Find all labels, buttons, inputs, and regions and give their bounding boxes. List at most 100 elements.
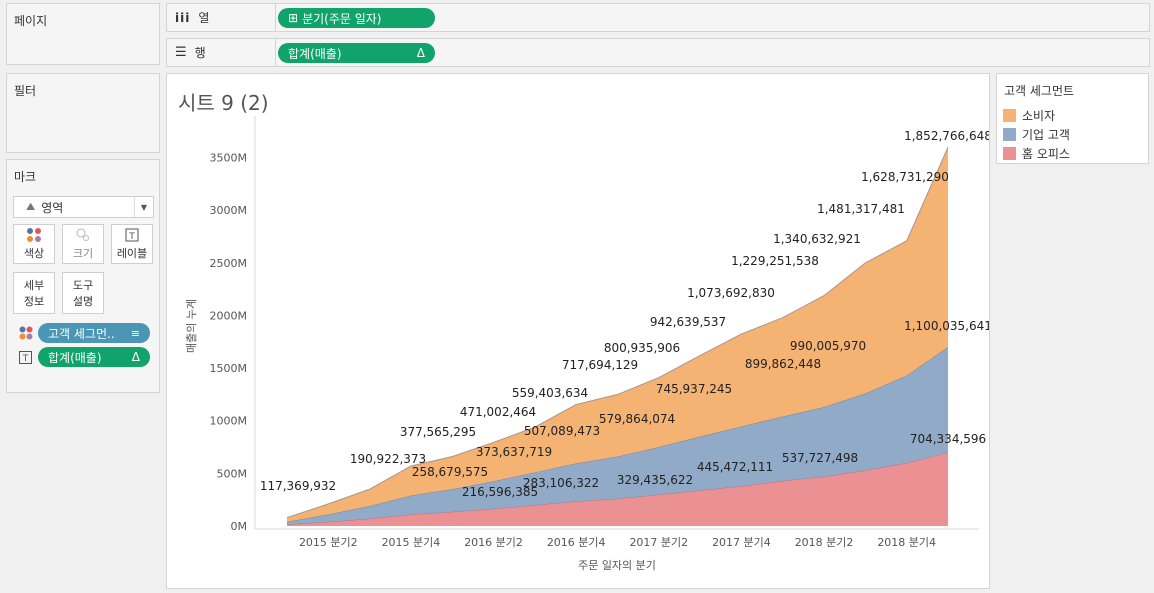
data-label: 1,340,632,921	[773, 232, 861, 246]
filters-label: 필터	[14, 84, 37, 98]
data-label: 329,435,622	[617, 473, 693, 487]
y-tick-label: 2500M	[210, 257, 248, 270]
data-label: 559,403,634	[512, 386, 588, 400]
area-chart[interactable]: 0M 500M 1000M 1500M 2000M 2500M 3000M 3500M 2015…	[167, 74, 989, 588]
data-label: 283,106,322	[523, 476, 599, 490]
x-tick-label: 2018 분기2	[795, 536, 854, 549]
color-button-label: 색상	[23, 247, 45, 260]
data-label: 537,727,498	[782, 451, 858, 465]
x-tick-label: 2018 분기4	[877, 536, 936, 549]
data-label: 745,937,245	[656, 382, 732, 396]
label-icon: T	[125, 227, 139, 243]
color-icon	[26, 227, 42, 243]
dropdown-arrow-icon: ▼	[134, 197, 153, 217]
x-tick-label: 2017 분기4	[712, 536, 771, 549]
legend-swatch	[1003, 128, 1016, 141]
detail-button-label-2: 정보	[23, 295, 45, 308]
data-label: 1,100,035,641	[904, 319, 989, 333]
svg-text:T: T	[128, 232, 135, 242]
marks-panel: 마크 ⛰ 영역 ▼ 색상 크기 T 레이블 세부 정보 도구 설명 고객 세그먼…	[6, 159, 160, 393]
data-label: 579,864,074	[599, 412, 675, 426]
y-tick-label: 2000M	[210, 309, 248, 322]
legend-panel: 고객 세그먼트 소비자 기업 고객 홈 오피스	[996, 73, 1149, 164]
sales-field-label: 합계(매출)	[48, 350, 102, 365]
data-label: 471,002,464	[460, 405, 536, 419]
data-label: 717,694,129	[562, 358, 638, 372]
size-button-label: 크기	[72, 247, 94, 260]
rows-pill[interactable]: 합계(매출) Δ	[278, 43, 435, 63]
y-tick-label: 1000M	[210, 415, 248, 428]
data-label: 1,229,251,538	[731, 254, 819, 268]
data-label: 990,005,970	[790, 339, 866, 353]
delta-icon: Δ	[416, 46, 425, 60]
y-tick-label: 500M	[217, 467, 248, 480]
sales-field-pill[interactable]: 합계(매출) Δ	[38, 347, 150, 367]
detail-button-label-1: 세부	[23, 279, 45, 292]
y-tick-label: 3500M	[210, 152, 248, 165]
size-button[interactable]: 크기	[62, 224, 104, 264]
legend-item-label: 기업 고객	[1022, 128, 1070, 142]
tooltip-button-label-2: 설명	[72, 295, 94, 308]
columns-pill[interactable]: ⊞ 분기(주문 일자)	[278, 8, 435, 28]
segment-field-pill[interactable]: 고객 세그먼.. ≡	[38, 323, 150, 343]
columns-icon: iii	[175, 10, 191, 25]
data-label: 1,852,766,648	[904, 129, 989, 143]
legend-item-label: 홈 오피스	[1022, 147, 1070, 161]
y-axis-title: 매출의 누계	[185, 299, 198, 353]
detail-button[interactable]: 세부 정보	[13, 272, 55, 314]
x-tick-label: 2015 분기4	[382, 536, 441, 549]
legend-item[interactable]: 소비자	[1003, 107, 1055, 124]
rows-pill-label: 합계(매출)	[288, 46, 342, 61]
mark-type-value: 영역	[41, 200, 64, 215]
rows-icon: ☰	[175, 45, 187, 60]
y-tick-label: 3000M	[210, 204, 248, 217]
x-tick-label: 2016 분기2	[464, 536, 523, 549]
x-tick-label: 2017 분기2	[629, 536, 688, 549]
legend-swatch	[1003, 109, 1016, 122]
y-tick-label: 1500M	[210, 362, 248, 375]
data-label: 899,862,448	[745, 357, 821, 371]
legend-item[interactable]: 기업 고객	[1003, 126, 1070, 143]
filters-panel[interactable]: 필터	[6, 73, 160, 153]
data-label: 117,369,932	[260, 479, 336, 493]
color-button[interactable]: 색상	[13, 224, 55, 264]
x-tick-label: 2015 분기2	[299, 536, 358, 549]
data-label: 216,596,385	[462, 485, 538, 499]
size-icon	[75, 227, 91, 243]
expand-icon: ⊞	[288, 11, 299, 25]
mark-type-dropdown[interactable]: ⛰ 영역 ▼	[13, 196, 154, 218]
legend-item[interactable]: 홈 오피스	[1003, 145, 1070, 162]
data-label: 507,089,473	[524, 424, 600, 438]
area-chart-icon: ⛰	[26, 200, 36, 213]
rows-shelf[interactable]: ☰ 행 합계(매출) Δ	[166, 38, 1150, 67]
view-area[interactable]: 시트 9 (2) 0M 500M 1000M 1500M 2000M 2500M 3000M…	[166, 73, 990, 589]
legend-swatch	[1003, 147, 1016, 160]
delta-icon: Δ	[131, 350, 140, 364]
svg-text:T: T	[22, 354, 29, 364]
data-label: 258,679,575	[412, 465, 488, 479]
legend-item-label: 소비자	[1022, 109, 1056, 123]
tooltip-button-label-1: 도구	[72, 279, 94, 292]
tooltip-button[interactable]: 도구 설명	[62, 272, 104, 314]
area-series	[287, 347, 948, 525]
columns-pill-label: 분기(주문 일자)	[302, 11, 382, 26]
label-button[interactable]: T 레이블	[111, 224, 153, 264]
data-label: 377,565,295	[400, 425, 476, 439]
segment-field-label: 고객 세그먼..	[48, 326, 115, 341]
label-button-label: 레이블	[116, 247, 148, 260]
sheet-title: 시트 9 (2)	[178, 91, 269, 115]
pages-label: 페이지	[14, 14, 48, 28]
area-series-line	[286, 146, 949, 519]
x-axis-title: 주문 일자의 분기	[578, 558, 656, 572]
pages-panel[interactable]: 페이지	[6, 3, 160, 65]
area-series	[287, 452, 948, 526]
data-label: 373,637,719	[476, 445, 552, 459]
data-label: 1,628,731,290	[861, 170, 949, 184]
data-label: 445,472,111	[697, 460, 773, 474]
columns-shelf[interactable]: iii 열 ⊞ 분기(주문 일자)	[166, 3, 1150, 32]
label-field-icon: T	[19, 351, 32, 367]
data-label: 942,639,537	[650, 315, 726, 329]
rows-label: 행	[194, 46, 206, 60]
marks-label: 마크	[14, 170, 37, 184]
y-tick-label: 0M	[231, 520, 248, 533]
